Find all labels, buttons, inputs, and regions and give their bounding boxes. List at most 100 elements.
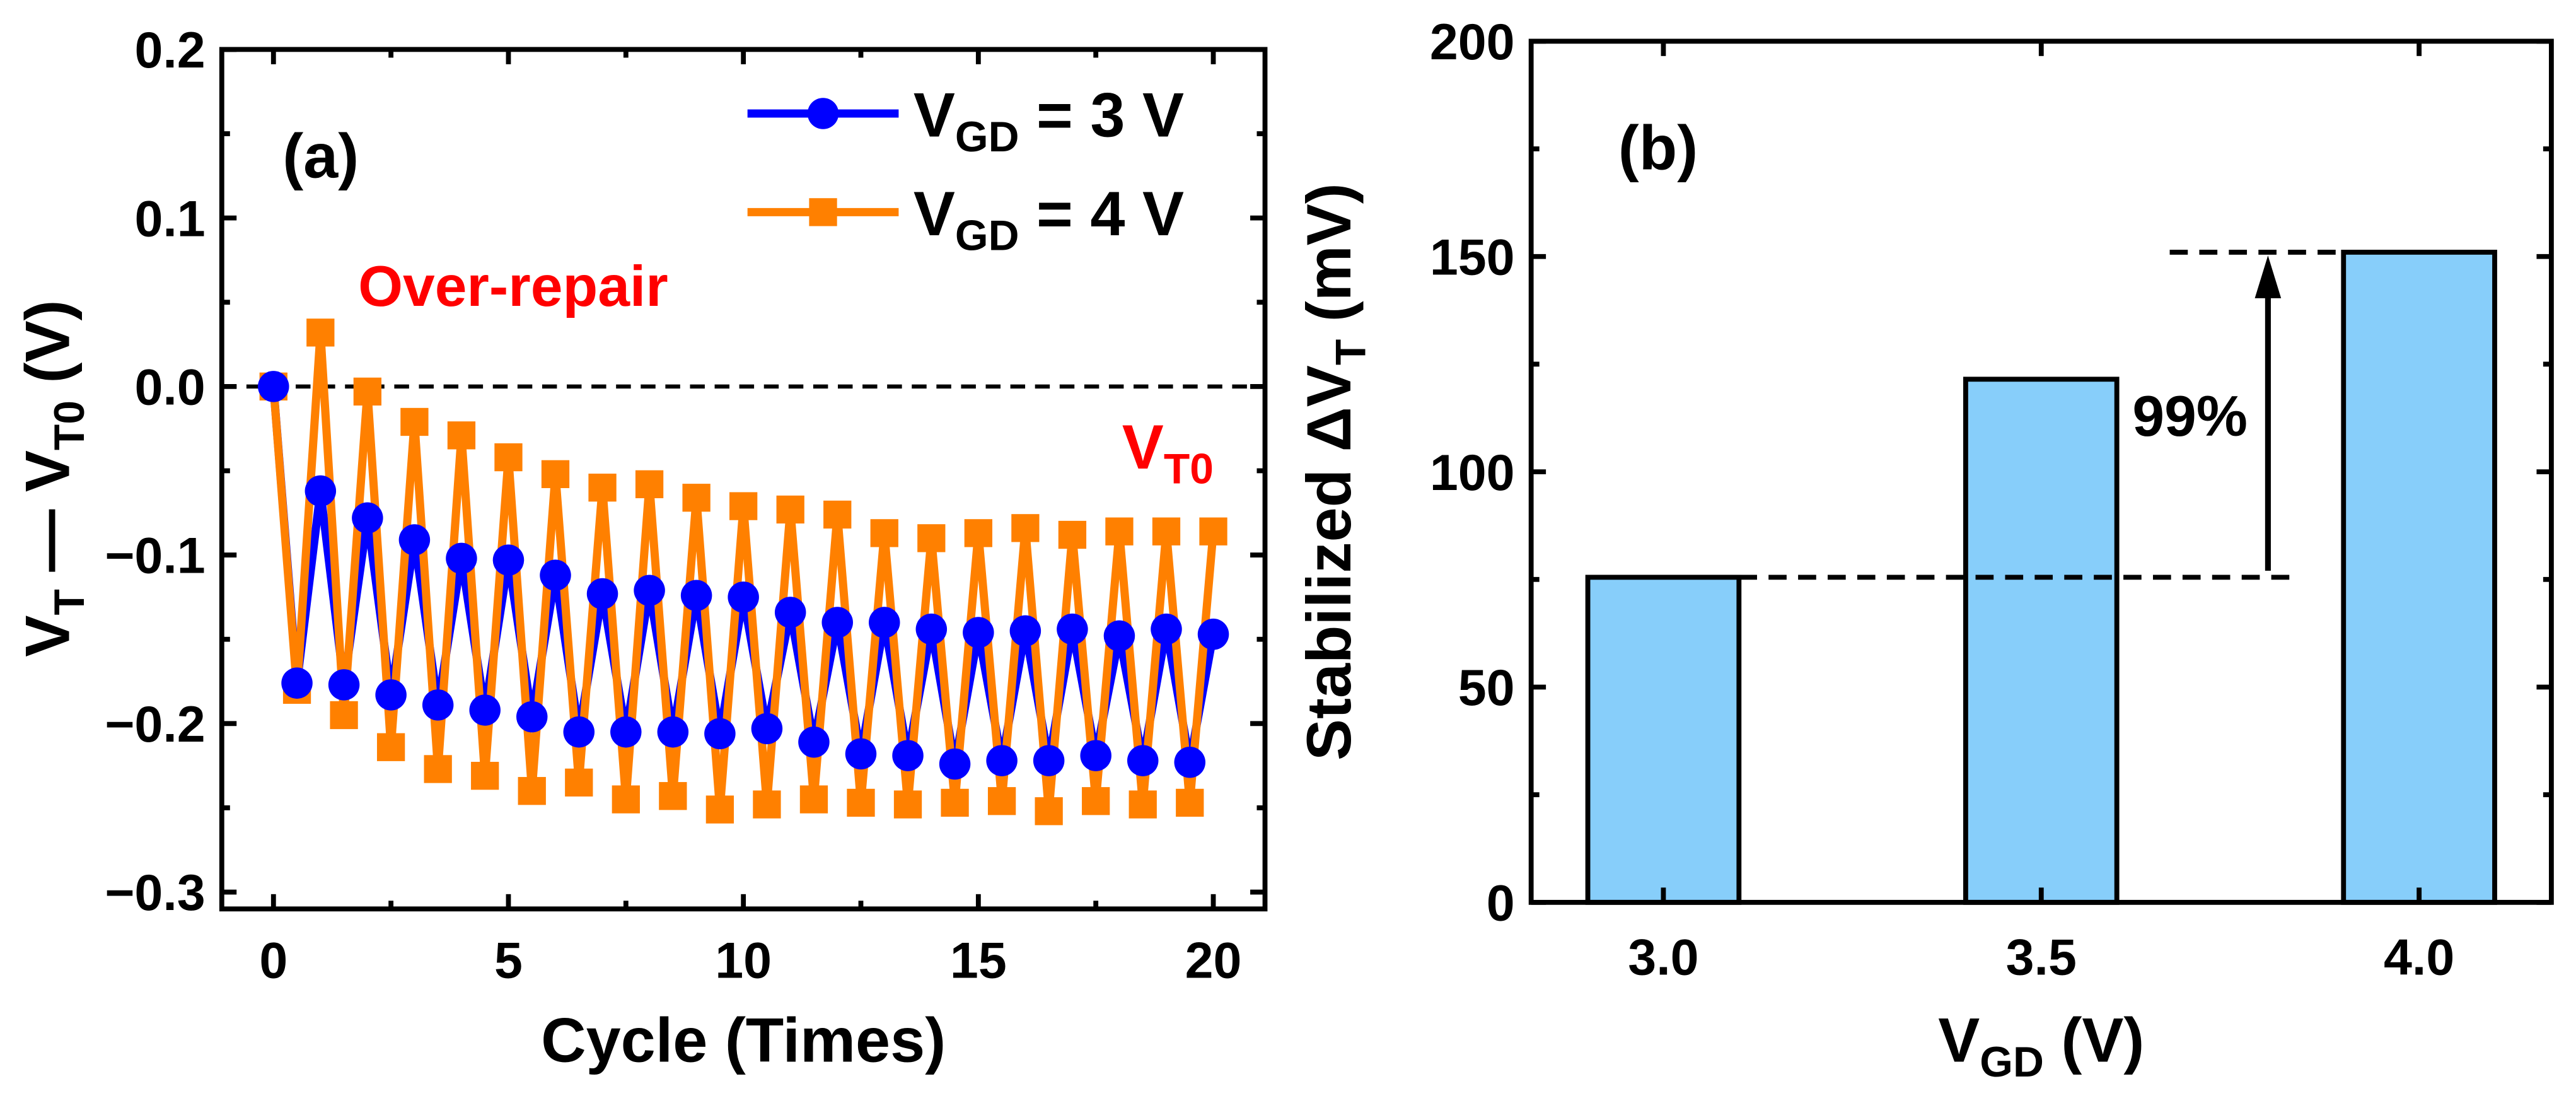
annotation-over-repair: Over-repair [358, 254, 668, 318]
data-point-vgd-3v [586, 578, 618, 610]
data-point-vgd-4v [1152, 517, 1181, 546]
data-point-vgd-3v [774, 597, 806, 628]
data-point-vgd-4v [1035, 797, 1063, 826]
data-point-vgd-3v [563, 716, 595, 748]
x-axis-label: Cycle (Times) [541, 1005, 946, 1075]
data-point-vgd-3v [258, 371, 289, 402]
data-point-vgd-3v [540, 559, 571, 591]
data-point-vgd-3v [1127, 745, 1159, 776]
data-point-vgd-3v [1103, 620, 1135, 652]
data-point-vgd-3v [1174, 747, 1206, 778]
data-point-vgd-4v [424, 755, 452, 783]
legend-entry-vgd-4v-part: V [914, 178, 955, 248]
x-tick-label: 10 [715, 933, 772, 989]
data-point-vgd-3v [1151, 613, 1182, 645]
legend-entry-vgd-4v-part: = 4 V [1019, 178, 1184, 248]
data-point-vgd-3v [1057, 613, 1088, 645]
data-point-vgd-4v [1128, 790, 1157, 819]
data-point-vgd-4v [447, 421, 476, 450]
data-point-vgd-4v [1176, 788, 1204, 817]
data-point-vgd-4v [941, 788, 969, 817]
x-axis-label-part: GD [1980, 1039, 2044, 1086]
data-point-vgd-3v [281, 667, 313, 699]
data-point-vgd-3v [492, 544, 525, 576]
data-point-vgd-4v [330, 701, 358, 730]
data-point-vgd-3v [892, 740, 924, 771]
data-point-vgd-4v [1105, 517, 1134, 546]
legend-entry-vgd-3v: VGD = 3 V [914, 80, 1184, 161]
legend-entry-vgd-3v-part: = 3 V [1019, 80, 1184, 150]
legend-entry-vgd-4v-part: GD [955, 212, 1019, 259]
data-point-vgd-4v [1058, 520, 1087, 549]
bar-3.5 [1963, 376, 2120, 905]
data-point-vgd-3v [821, 607, 853, 638]
data-point-vgd-4v [494, 443, 523, 472]
legend-entry-vgd-4v: VGD = 4 V [914, 178, 1184, 259]
data-point-vgd-4v [612, 785, 640, 814]
reference-label-vt0: VT0 [1122, 412, 1214, 493]
arrow-head-icon [2254, 255, 2282, 298]
data-point-vgd-3v [680, 580, 712, 611]
legend-marker-circle-icon [807, 98, 839, 129]
y-axis-label-part: T [46, 589, 93, 615]
y-axis-label-part: (mV) [1294, 183, 1364, 339]
panel-label-a: (a) [282, 121, 359, 191]
x-axis-label-part: V [1938, 1005, 1980, 1075]
data-point-vgd-3v [1197, 618, 1229, 650]
y-tick-label: 150 [1430, 229, 1515, 286]
y-tick-label: 50 [1458, 660, 1515, 716]
data-point-vgd-3v [516, 701, 548, 733]
y-tick-label: 0.2 [134, 22, 205, 79]
data-point-vgd-4v [635, 470, 664, 499]
x-tick-label: 3.5 [2006, 930, 2077, 986]
y-tick-label: 0.0 [134, 359, 205, 416]
reference-label-vt0-part: V [1122, 412, 1164, 482]
data-point-vgd-4v [823, 500, 852, 529]
data-point-vgd-3v [1033, 745, 1065, 776]
data-point-vgd-3v [1009, 615, 1041, 647]
y-axis-label: Stabilized ΔVT (mV) [1294, 183, 1374, 761]
data-point-vgd-3v [845, 738, 877, 770]
x-tick-label: 20 [1185, 933, 1242, 989]
y-axis-label: VT — VT0 (V) [12, 300, 93, 657]
data-point-vgd-4v [729, 492, 758, 520]
y-tick-label: 0 [1487, 875, 1515, 932]
bar-4.0 [2341, 250, 2497, 905]
data-point-vgd-4v [518, 777, 546, 805]
data-point-vgd-4v [471, 762, 499, 790]
y-axis-label-part: T0 [46, 400, 93, 450]
data-point-vgd-4v [659, 782, 687, 810]
x-tick-label: 4.0 [2384, 930, 2454, 986]
data-point-vgd-4v [588, 474, 617, 502]
panel-a: 0 5 10 15 20 0.2 0.1 0.0 −0.1 −0.2 −0.3 Cycle (Time… [12, 22, 1268, 1075]
data-point-vgd-3v [798, 726, 830, 758]
y-tick-label: 0.1 [134, 190, 205, 247]
data-point-vgd-4v [376, 733, 405, 761]
data-point-vgd-3v [1080, 740, 1111, 771]
data-point-vgd-3v [751, 713, 783, 745]
y-tick-label: −0.1 [105, 528, 205, 585]
data-point-vgd-4v [987, 787, 1016, 815]
y-axis-label-part: (V) [12, 300, 82, 400]
y-tick-label: −0.2 [105, 696, 205, 753]
legend-entry-vgd-3v-part: GD [955, 114, 1019, 161]
data-point-vgd-4v [964, 519, 992, 547]
panel-b: 3.0 3.5 4.0 99% 0 50 100 150 200 (b) VGD (V) Stabil… [1294, 14, 2554, 1086]
data-point-vgd-3v [422, 689, 454, 721]
data-point-vgd-4v [917, 524, 946, 552]
data-point-vgd-3v [704, 718, 736, 750]
legend-marker-square-icon [809, 198, 837, 226]
data-point-vgd-3v [398, 524, 431, 556]
data-point-vgd-4v [306, 318, 335, 347]
data-point-vgd-3v [634, 575, 665, 606]
x-axis-label-part: (V) [2044, 1005, 2145, 1075]
y-tick-label: −0.3 [105, 865, 205, 921]
legend-entry-vgd-3v-part: V [914, 80, 955, 150]
data-point-vgd-3v [728, 581, 759, 613]
y-axis-label-part: Stabilized ΔV [1294, 365, 1364, 761]
data-point-vgd-4v [1011, 514, 1040, 542]
data-point-vgd-4v [1082, 787, 1110, 815]
x-tick-label: 5 [494, 933, 523, 989]
data-point-vgd-3v [939, 748, 971, 780]
